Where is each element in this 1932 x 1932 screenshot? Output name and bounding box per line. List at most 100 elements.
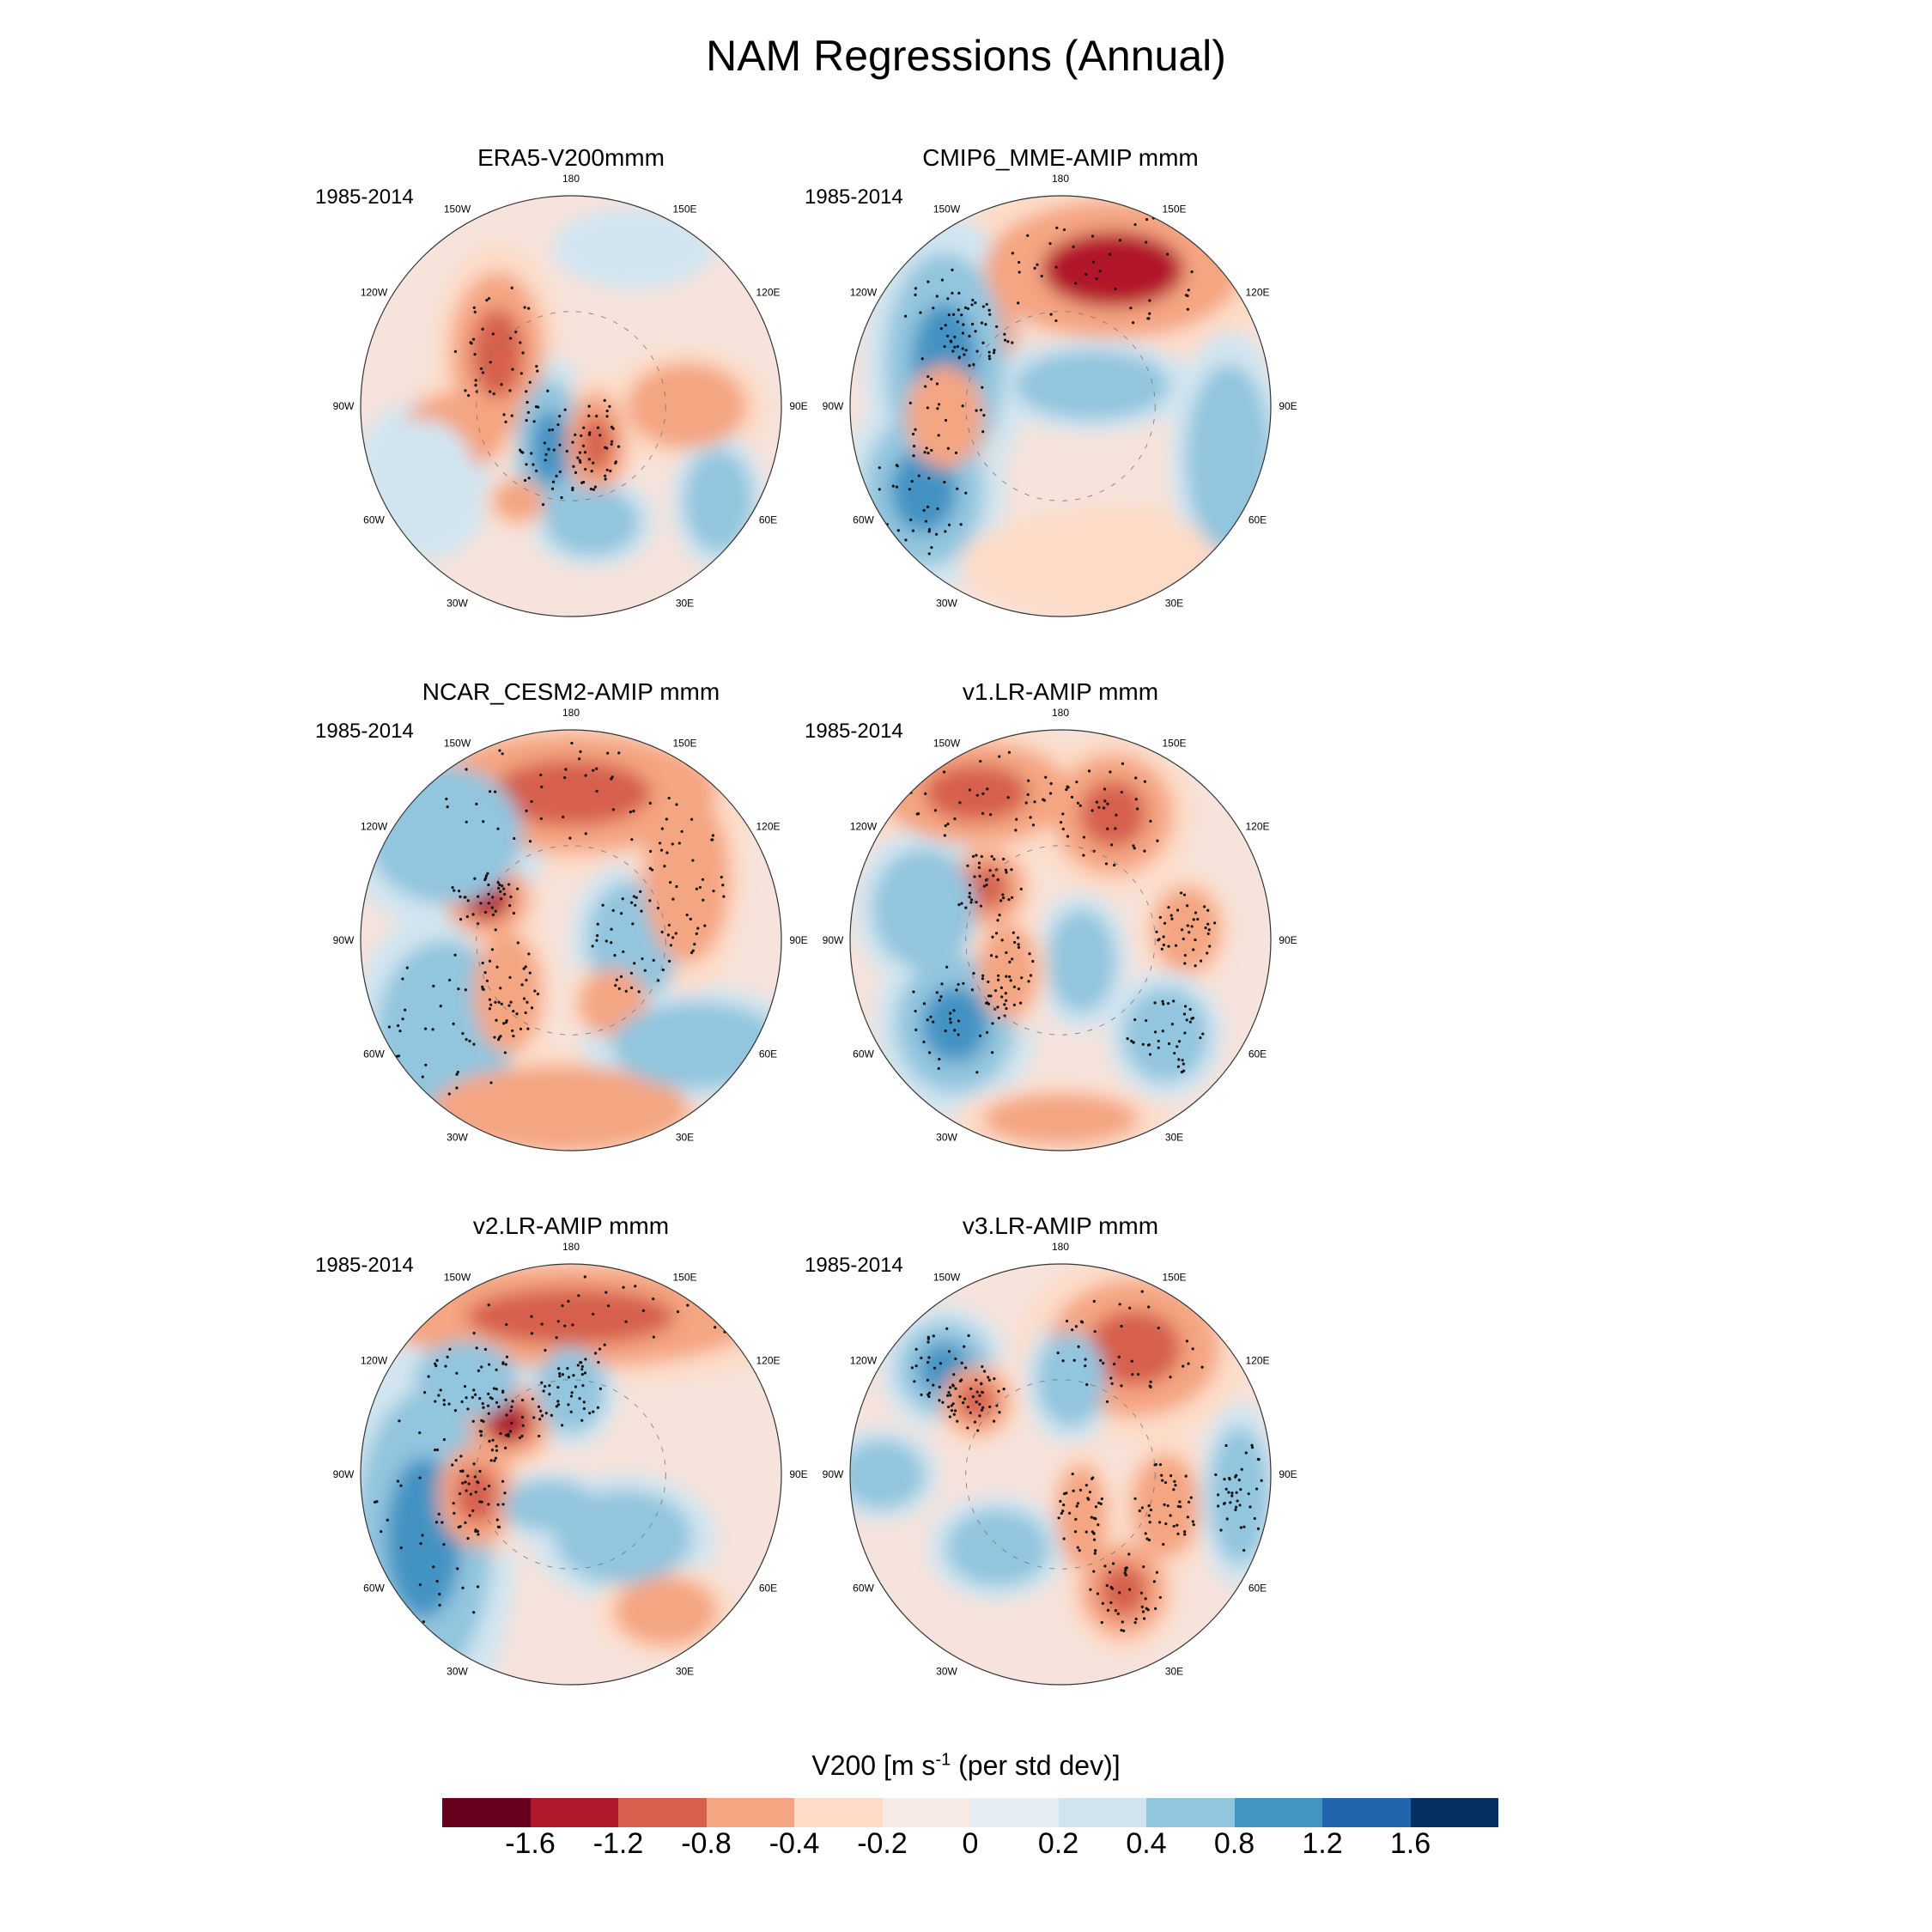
stipple-dot (473, 1475, 477, 1479)
stipple-dot (924, 519, 928, 523)
stipple-dot (630, 838, 634, 841)
longitude-label: 60E (759, 1048, 777, 1060)
stipple-dot (622, 950, 625, 954)
stipple-dot (1158, 1595, 1162, 1600)
stipple-dot (478, 1500, 482, 1504)
stipple-dot (944, 324, 947, 327)
stipple-dot (1166, 1504, 1170, 1508)
stipple-dot (611, 775, 614, 779)
stipple-dot (1147, 1305, 1151, 1309)
stipple-dot (1163, 1503, 1166, 1506)
contour-core (653, 382, 720, 430)
stipple-dot (927, 1340, 930, 1344)
map-panel: v1.LR-AMIP mmm 1985-2014 180 150E 120E 90E 60E… (760, 678, 1361, 1159)
stipple-dot (544, 453, 548, 456)
stipple-dot (461, 1481, 465, 1485)
stipple-dot (966, 864, 969, 867)
stipple-dot (1085, 1382, 1089, 1387)
stipple-dot (431, 1028, 434, 1031)
stipple-dot (981, 811, 985, 815)
stipple-dot (991, 1051, 994, 1054)
stipple-dot (1077, 1345, 1080, 1348)
stipple-dot (689, 917, 692, 920)
stipple-dot (1072, 245, 1075, 248)
stipple-dot (1192, 1523, 1195, 1527)
stipple-dot (538, 1434, 541, 1438)
stipple-dot (895, 485, 899, 489)
stipple-dot (954, 451, 958, 454)
stipple-dot (957, 291, 961, 295)
stipple-dot (434, 1521, 439, 1524)
stipple-dot (1066, 835, 1070, 838)
stipple-dot (686, 1303, 690, 1307)
stipple-dot (487, 1392, 490, 1395)
stipple-dot (501, 752, 504, 756)
stipple-dot (501, 1503, 505, 1506)
stipple-dot (1140, 1290, 1144, 1293)
stipple-dot (955, 988, 958, 992)
stipple-dot (1230, 1492, 1234, 1495)
longitude-label: 60W (363, 1583, 385, 1595)
stipple-dot (459, 918, 463, 921)
stipple-dot (1061, 1510, 1065, 1513)
stipple-dot (988, 1405, 992, 1409)
stipple-dot (613, 954, 617, 957)
stipple-dot (455, 1086, 459, 1090)
stipple-dot (502, 413, 506, 416)
longitude-label: 90E (789, 400, 807, 412)
stipple-dot (945, 965, 949, 969)
stipple-dot (1074, 1517, 1078, 1521)
stipple-dot (1084, 1358, 1087, 1361)
stipple-dot (509, 895, 513, 899)
stipple-dot (1190, 1017, 1194, 1020)
stipple-dot (570, 1391, 574, 1394)
stipple-dot (540, 1381, 544, 1384)
stipple-dot (492, 1387, 496, 1390)
stipple-dot (1001, 893, 1005, 896)
stipple-dot (504, 1398, 507, 1401)
stipple-dot (569, 1410, 573, 1413)
stipple-dot (1147, 1514, 1151, 1517)
contour-core (1086, 1310, 1182, 1386)
stipple-dot (1190, 270, 1194, 274)
stipple-dot (1216, 1493, 1220, 1497)
contour-core (1146, 1477, 1185, 1534)
map-border (360, 729, 782, 1151)
panel-period: 1985-2014 (315, 1254, 414, 1277)
contour-core (489, 1084, 632, 1133)
stipple-dot (693, 1293, 696, 1297)
stipple-dot (910, 1366, 914, 1370)
colorbar-tick-label: -0.8 (681, 1827, 732, 1860)
stipple-dot (465, 768, 468, 771)
stipple-dot (939, 327, 943, 331)
stipple-dot (507, 1004, 511, 1007)
stipple-dot (927, 530, 931, 533)
stipple-dot (508, 975, 512, 980)
stipple-dot (992, 1419, 996, 1423)
stipple-dot (525, 463, 528, 466)
colorbar-tick-label: -1.6 (505, 1827, 556, 1860)
stipple-dot (493, 1036, 496, 1039)
stipple-dot (519, 341, 522, 344)
stipple-dot (948, 1018, 952, 1021)
stipple-dot (452, 1022, 455, 1026)
stipple-dot (571, 1323, 574, 1327)
stipple-dot (471, 1419, 475, 1423)
stipple-dot (1167, 945, 1170, 948)
stipple-dot (1049, 781, 1053, 786)
stipple-dot (1086, 1497, 1090, 1500)
stipple-dot (635, 896, 638, 899)
stipple-dot (588, 431, 592, 434)
stipple-dot (535, 364, 538, 368)
stipple-dot (434, 1448, 437, 1452)
stipple-dot (969, 1411, 972, 1414)
stipple-dot (993, 989, 998, 993)
stipple-dot (457, 987, 460, 991)
stipple-dot (1033, 800, 1036, 804)
contour-core (637, 1592, 695, 1631)
stipple-dot (446, 1355, 449, 1358)
stipple-dot (1148, 1521, 1151, 1524)
stipple-dot (1182, 1069, 1186, 1072)
stipple-dot (1084, 272, 1088, 276)
colorbar-tick-label: 0.8 (1213, 1827, 1255, 1860)
